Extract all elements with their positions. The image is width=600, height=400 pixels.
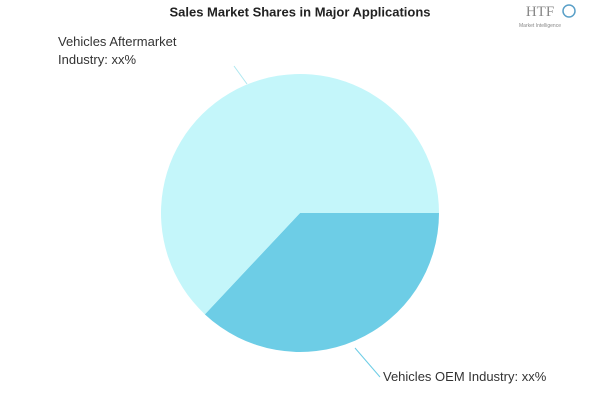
leader-line bbox=[233, 65, 248, 85]
pie-slice bbox=[204, 213, 439, 352]
pie-slice bbox=[161, 73, 439, 315]
leader-line bbox=[354, 347, 381, 378]
logo-subtext: Market Intelligence bbox=[519, 23, 561, 29]
logo-text: HTF bbox=[526, 4, 554, 20]
slice-label: Vehicles OEM Industry: xx% bbox=[383, 369, 547, 384]
chart-title: Sales Market Shares in Major Application… bbox=[169, 4, 430, 19]
slice-label: Vehicles Aftermarket Industry: xx% bbox=[58, 34, 177, 67]
logo-icon bbox=[562, 4, 576, 18]
